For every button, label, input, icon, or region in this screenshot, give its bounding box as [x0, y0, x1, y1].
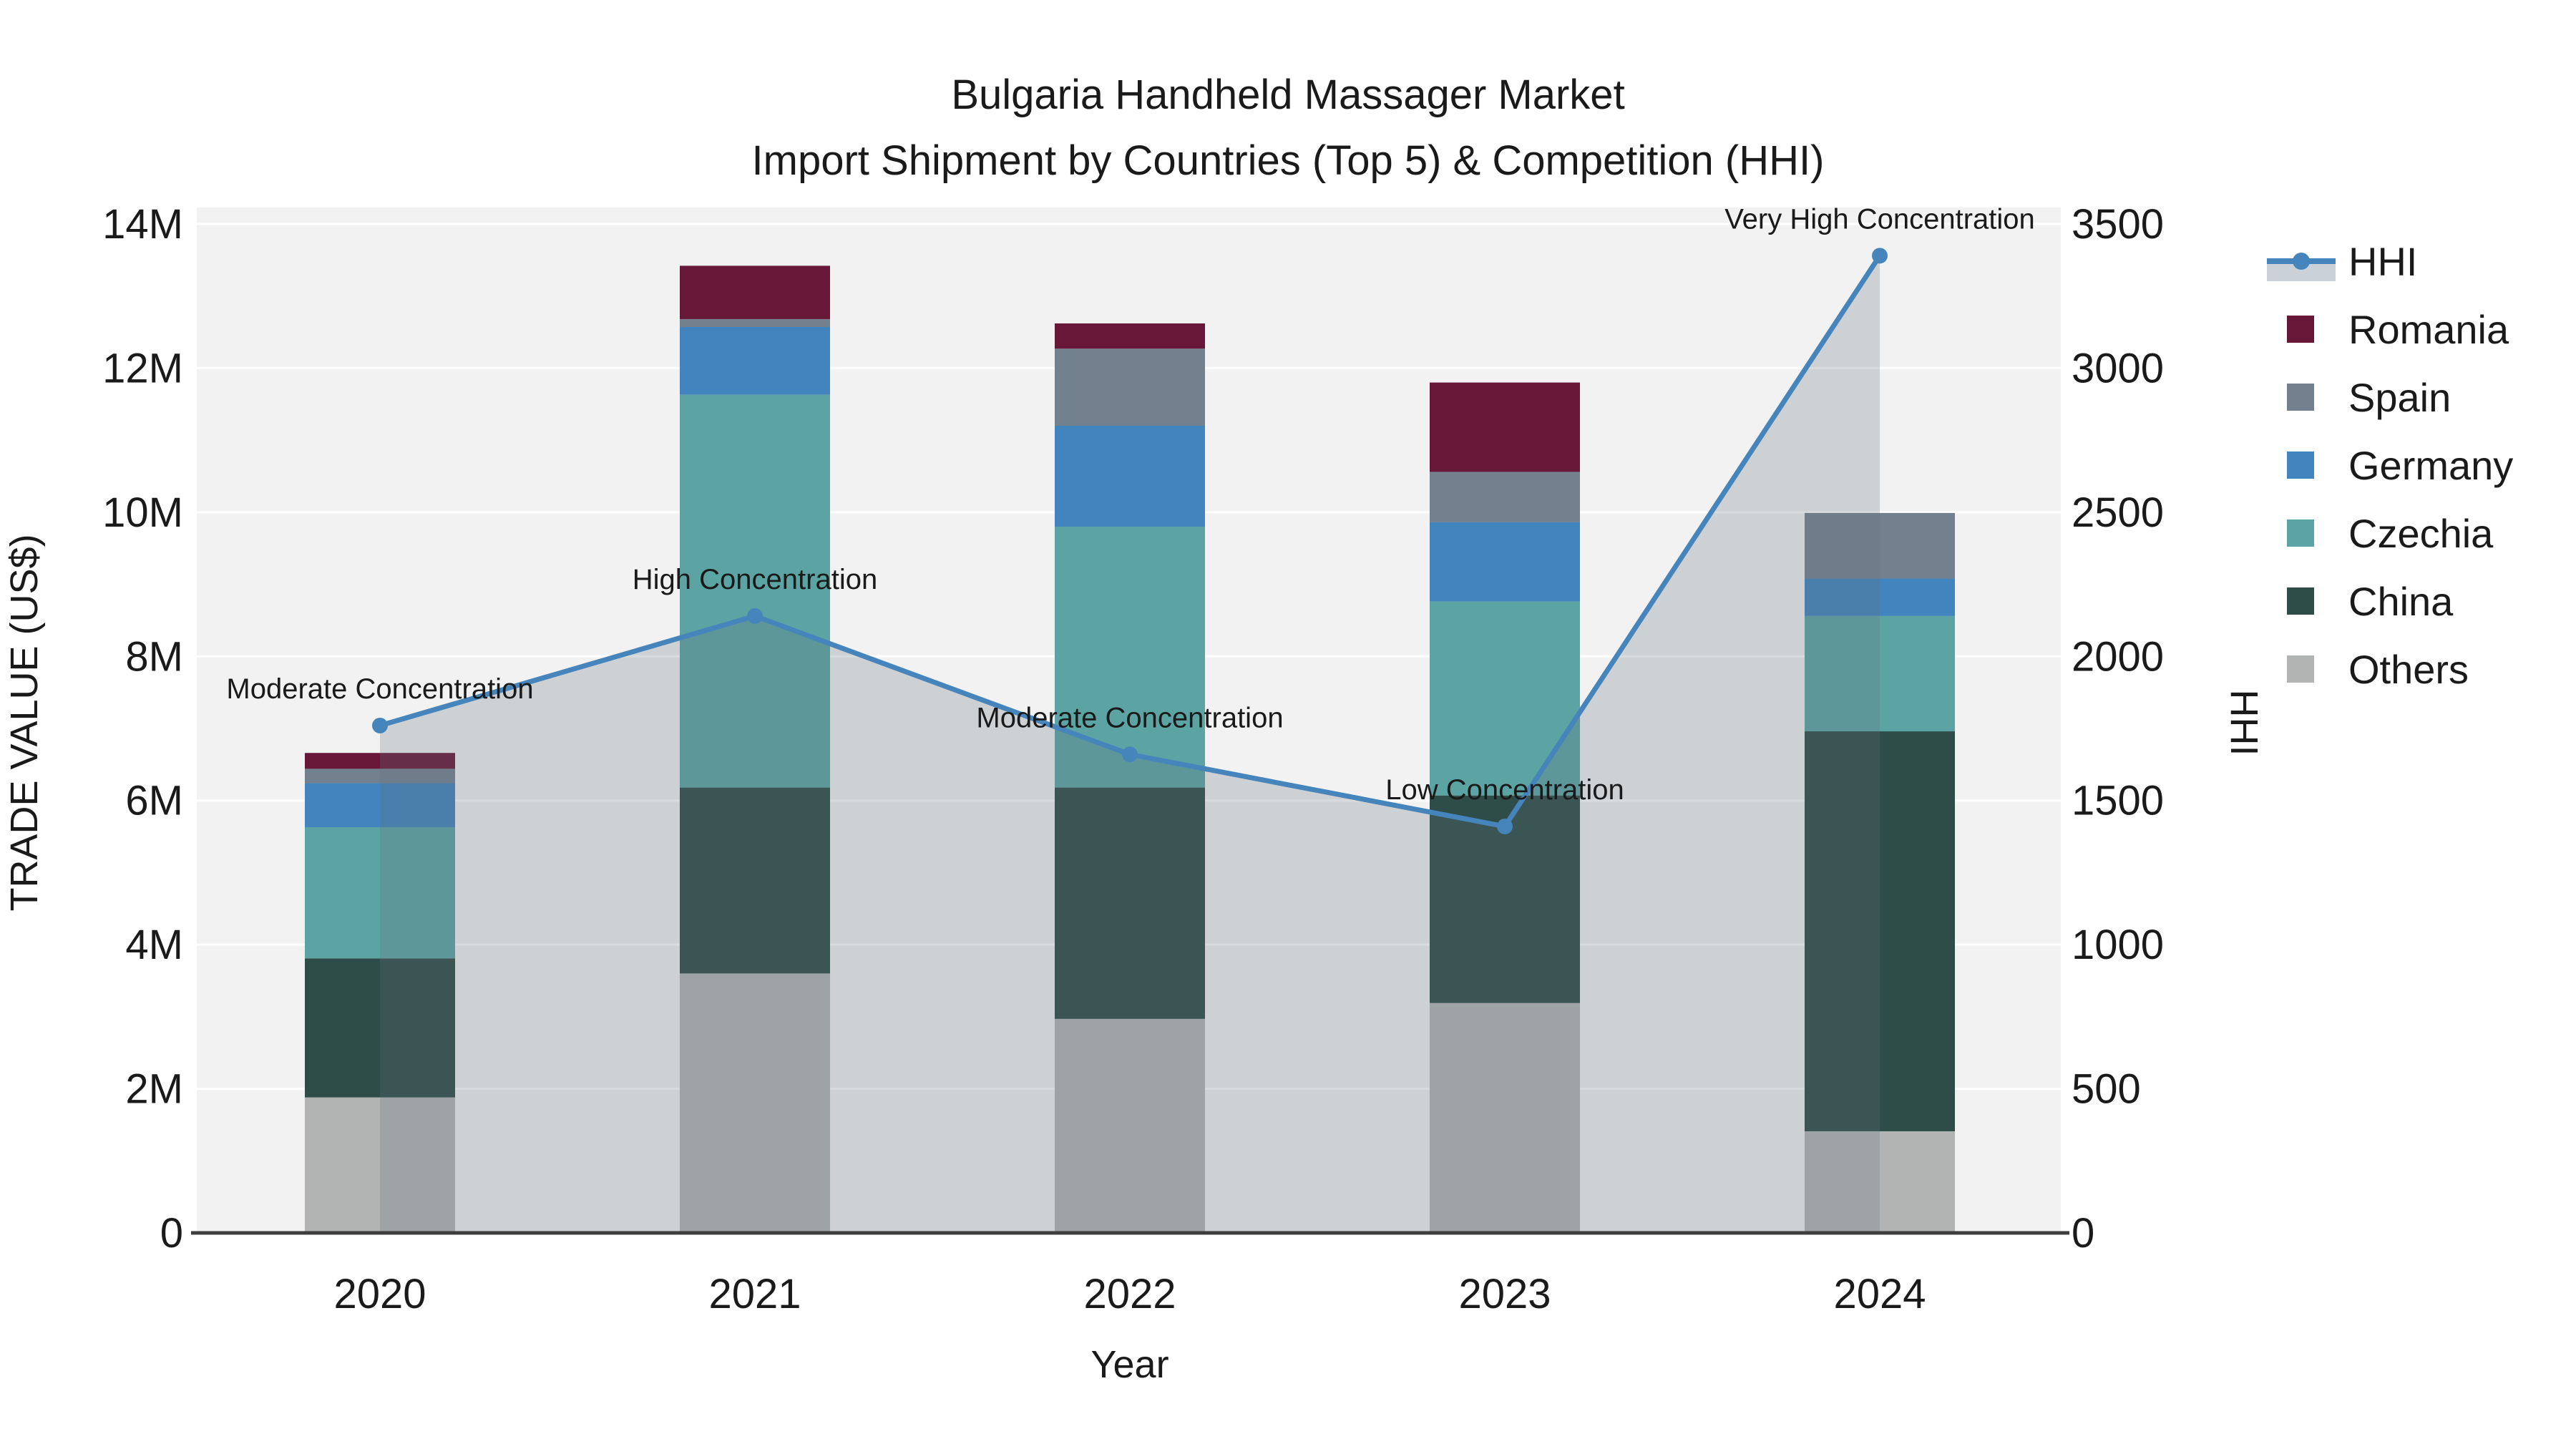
bar-segment-others-2020 [305, 1097, 455, 1233]
bar-segment-spain-2020 [305, 769, 455, 784]
bar-segment-china-2024 [1805, 731, 1955, 1131]
bar-segment-czechia-2024 [1805, 615, 1955, 732]
bar-segment-germany-2020 [305, 783, 455, 827]
y-left-tick-label: 6M [125, 778, 183, 824]
bar-segment-romania-2021 [680, 265, 830, 319]
hhi-point-2022 [1122, 746, 1138, 763]
x-tick-label-2023: 2023 [1458, 1271, 1551, 1317]
y-right-tick-label: 500 [2072, 1066, 2141, 1113]
legend: HHI Romania Spain Germany Czechia China Others [2267, 239, 2513, 692]
plot-area: 0 0 2M 500 4M 1000 6M 1500 8M 2000 10M 2500 12M 3000 1… [102, 201, 2164, 1317]
bar-segment-china-2022 [1055, 787, 1205, 1019]
annotation-2021: High Concentration [633, 564, 877, 595]
legend-swatch-germany [2287, 452, 2314, 479]
y-right-tick-label: 0 [2072, 1210, 2094, 1257]
bar-segment-romania-2020 [305, 753, 455, 769]
annotation-2023: Low Concentration [1385, 774, 1624, 806]
bar-segment-germany-2023 [1430, 522, 1580, 602]
y-left-tick-label: 4M [125, 922, 183, 968]
y-right-tick-label: 3000 [2072, 345, 2164, 391]
legend-swatch-china [2287, 587, 2314, 615]
bar-segment-romania-2022 [1055, 323, 1205, 349]
bar-segment-others-2024 [1805, 1131, 1955, 1233]
annotation-2024: Very High Concentration [1724, 203, 2035, 235]
hhi-point-2024 [1872, 248, 1888, 264]
hhi-area-fill [380, 255, 1880, 1233]
y-right-tick-label: 2500 [2072, 489, 2164, 536]
legend-hhi-marker-icon [2293, 253, 2310, 270]
y-right-tick-label: 1000 [2072, 922, 2164, 968]
chart-title-line1: Bulgaria Handheld Massager Market [951, 72, 1624, 118]
bar-segment-spain-2023 [1430, 472, 1580, 522]
bar-segment-czechia-2022 [1055, 527, 1205, 788]
y-right-axis-title: HHI [2223, 690, 2265, 756]
bar-segment-spain-2021 [680, 318, 830, 328]
legend-label-hhi: HHI [2348, 239, 2417, 284]
bar-segment-czechia-2021 [680, 394, 830, 788]
chart-title-line2: Import Shipment by Countries (Top 5) & C… [752, 137, 1825, 184]
bar-segment-germany-2024 [1805, 578, 1955, 616]
bar-segment-others-2023 [1430, 1002, 1580, 1233]
bar-segment-spain-2024 [1805, 512, 1955, 579]
y-left-tick-label: 0 [160, 1210, 183, 1257]
bar-segment-germany-2021 [680, 327, 830, 395]
y-left-tick-label: 14M [102, 201, 183, 248]
y-left-tick-label: 12M [102, 345, 183, 391]
legend-swatch-romania [2287, 316, 2314, 343]
y-left-axis-title: TRADE VALUE (US$) [3, 534, 46, 911]
y-left-tick-label: 10M [102, 489, 183, 536]
bar-segment-czechia-2023 [1430, 601, 1580, 796]
legend-swatch-others [2287, 655, 2314, 683]
annotation-2022: Moderate Concentration [976, 702, 1283, 733]
legend-swatch-czechia [2287, 519, 2314, 547]
x-axis-title: Year [1091, 1343, 1169, 1386]
x-tick-label-2021: 2021 [708, 1271, 801, 1317]
legend-swatch-spain [2287, 384, 2314, 411]
y-right-tick-label: 3500 [2072, 201, 2164, 248]
legend-label-china: China [2348, 579, 2454, 624]
hhi-point-2021 [747, 608, 763, 624]
bar-segment-germany-2022 [1055, 426, 1205, 527]
legend-label-others: Others [2348, 647, 2469, 692]
annotation-2020: Moderate Concentration [226, 673, 533, 705]
x-tick-label-2020: 2020 [333, 1271, 426, 1317]
hhi-point-2023 [1497, 818, 1513, 834]
y-right-tick-label: 1500 [2072, 778, 2164, 824]
bar-segment-spain-2022 [1055, 348, 1205, 426]
bar-segment-china-2021 [680, 787, 830, 974]
bar-segment-czechia-2020 [305, 826, 455, 959]
legend-label-germany: Germany [2348, 443, 2513, 488]
legend-label-romania: Romania [2348, 307, 2509, 352]
y-right-tick-label: 2000 [2072, 633, 2164, 680]
bar-segment-others-2022 [1055, 1018, 1205, 1233]
bar-segment-romania-2023 [1430, 382, 1580, 472]
bar-segment-others-2021 [680, 973, 830, 1233]
legend-label-spain: Spain [2348, 375, 2451, 420]
bar-segment-china-2020 [305, 958, 455, 1098]
x-tick-label-2022: 2022 [1083, 1271, 1176, 1317]
y-left-tick-label: 8M [125, 633, 183, 680]
legend-label-czechia: Czechia [2348, 511, 2494, 556]
x-tick-label-2024: 2024 [1833, 1271, 1926, 1317]
y-left-tick-label: 2M [125, 1066, 183, 1113]
hhi-point-2020 [372, 717, 388, 733]
